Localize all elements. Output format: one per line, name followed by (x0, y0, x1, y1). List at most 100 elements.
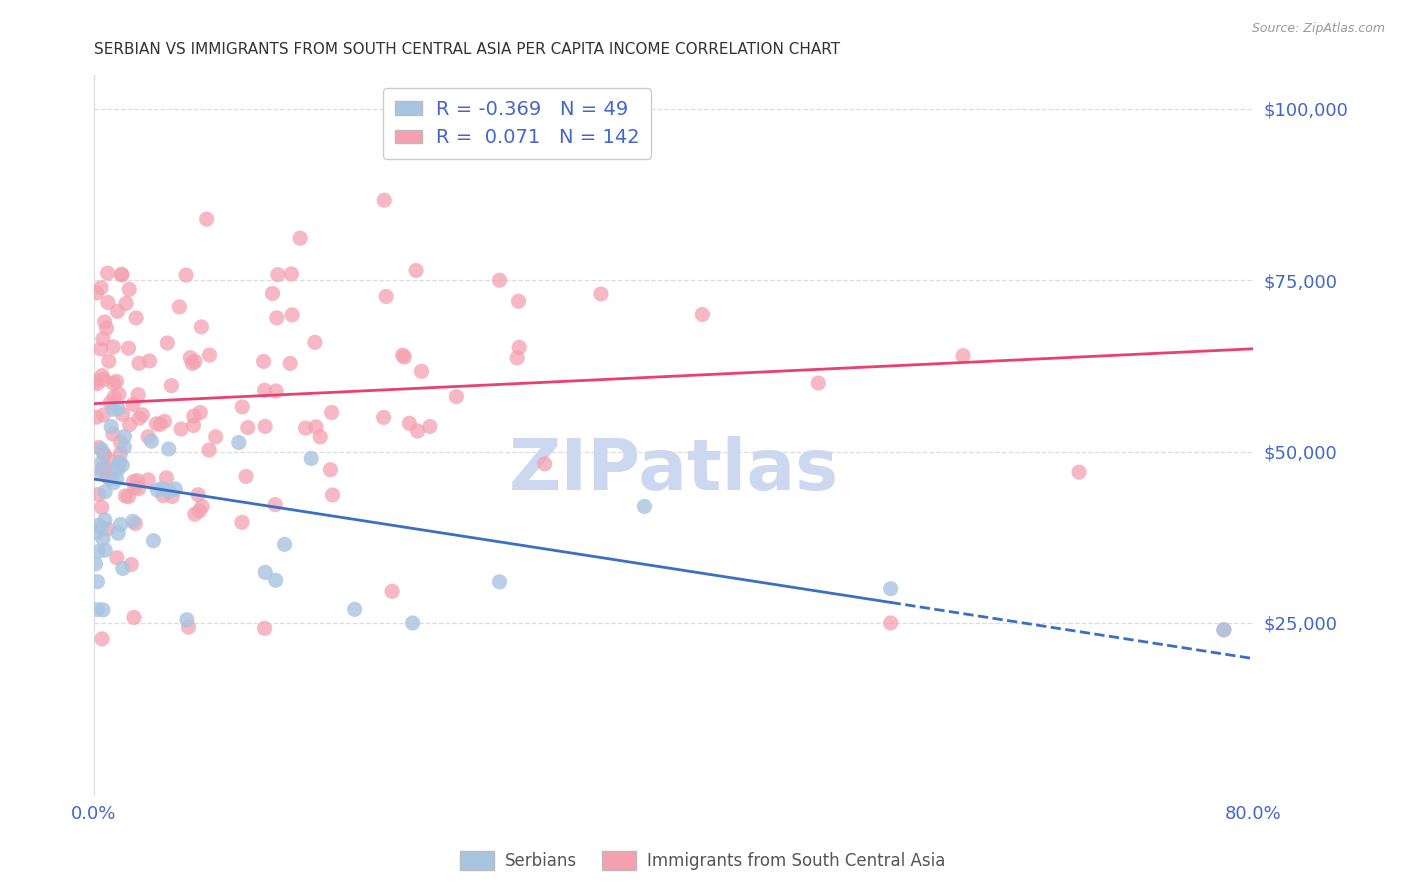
Point (294, 421, 316, 435)
Point (149, 417, 172, 432)
Point (508, 294, 530, 309)
Point (280, 267, 302, 281)
Point (98, 396, 121, 410)
Point (150, 482, 173, 496)
Point (146, 483, 169, 498)
Point (692, 308, 714, 322)
Point (446, 390, 468, 404)
Point (266, 310, 288, 325)
Point (97, 266, 120, 280)
Point (153, 414, 176, 428)
Point (91, 463, 114, 477)
Point (93, 448, 115, 462)
Point (152, 489, 174, 503)
Point (136, 473, 159, 487)
Point (112, 440, 135, 454)
Point (107, 304, 129, 318)
Point (94, 484, 117, 499)
Point (807, 376, 830, 390)
Point (176, 613, 198, 627)
Point (124, 480, 146, 494)
Point (319, 463, 342, 477)
Point (94, 513, 117, 527)
Point (305, 420, 328, 434)
Point (170, 422, 193, 436)
Point (391, 348, 413, 362)
Point (321, 488, 343, 502)
Point (90, 500, 112, 515)
Point (87, 441, 110, 455)
Point (91, 632, 114, 646)
Point (145, 417, 167, 431)
Point (1067, 465, 1090, 479)
Point (190, 319, 212, 334)
Point (264, 498, 287, 512)
Point (93, 372, 115, 386)
Point (394, 350, 416, 364)
Point (131, 408, 153, 422)
Point (160, 490, 183, 504)
Point (111, 561, 134, 575)
Point (204, 430, 226, 444)
Point (273, 537, 295, 551)
Point (165, 482, 187, 496)
Point (304, 335, 326, 350)
Point (174, 268, 197, 282)
Point (128, 482, 150, 496)
Legend: Serbians, Immigrants from South Central Asia: Serbians, Immigrants from South Central … (454, 844, 952, 877)
Point (105, 459, 128, 474)
Point (589, 287, 612, 301)
Point (136, 430, 159, 444)
Point (281, 308, 304, 322)
Point (86, 410, 108, 425)
Point (111, 268, 134, 282)
Point (120, 558, 142, 572)
Point (122, 475, 145, 489)
Point (373, 193, 395, 207)
Point (155, 471, 177, 485)
Point (381, 584, 404, 599)
Point (110, 447, 132, 461)
Point (141, 434, 163, 449)
Point (157, 484, 180, 499)
Point (288, 231, 311, 245)
Point (188, 504, 211, 518)
Point (86, 285, 108, 300)
Point (90, 520, 112, 534)
Point (86, 525, 108, 540)
Point (117, 490, 139, 504)
Point (187, 488, 209, 502)
Point (93, 447, 115, 461)
Point (236, 420, 259, 434)
Point (321, 405, 343, 419)
Point (191, 500, 214, 514)
Point (93, 408, 115, 422)
Point (91, 532, 114, 546)
Point (254, 419, 277, 434)
Point (108, 387, 131, 401)
Point (105, 472, 128, 486)
Point (235, 469, 257, 483)
Point (91, 455, 114, 469)
Point (169, 300, 191, 314)
Point (309, 430, 332, 444)
Point (264, 574, 287, 588)
Point (952, 349, 974, 363)
Point (299, 451, 322, 466)
Point (105, 375, 128, 389)
Point (107, 462, 129, 476)
Point (188, 406, 211, 420)
Point (110, 517, 132, 532)
Point (184, 507, 207, 521)
Point (93, 315, 115, 329)
Text: Source: ZipAtlas.com: Source: ZipAtlas.com (1251, 22, 1385, 36)
Point (117, 341, 139, 355)
Point (508, 340, 530, 354)
Point (114, 429, 136, 443)
Point (107, 401, 129, 416)
Text: ZIPatlas: ZIPatlas (509, 436, 838, 505)
Point (488, 273, 510, 287)
Point (110, 268, 132, 282)
Point (97, 295, 120, 310)
Point (122, 397, 145, 411)
